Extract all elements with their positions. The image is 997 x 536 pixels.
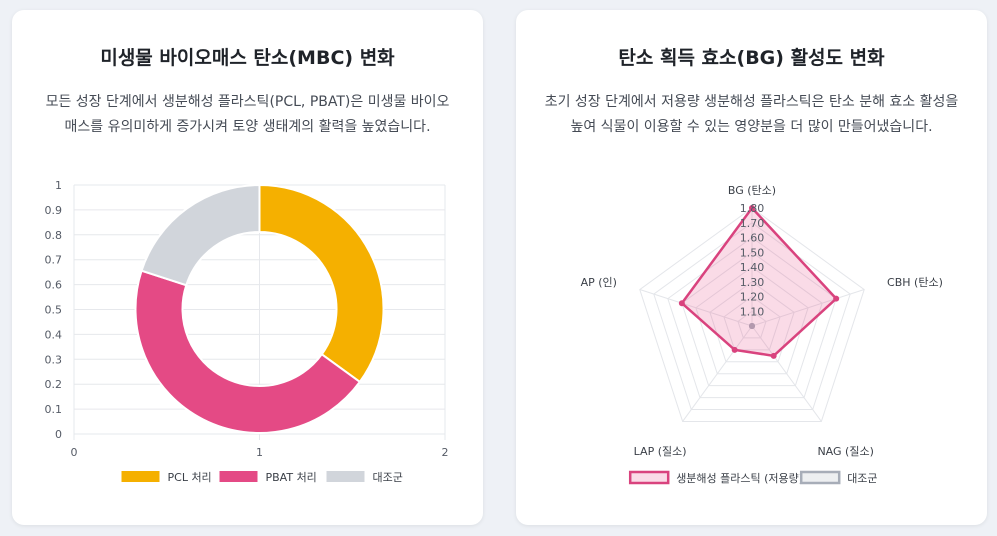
legend-label: 대조군 xyxy=(847,472,877,485)
radar-axis-label: AP (인) xyxy=(581,276,617,289)
y-tick-label: 0.1 xyxy=(45,403,63,416)
doughnut-grid: 0 0.1 0.2 0.3 0.4 0.5 0.6 0.7 0.8 0.9 1 0 1 2 xyxy=(45,179,449,459)
legend-label: 생분해성 플라스틱 (저용량) xyxy=(676,471,803,485)
legend-swatch xyxy=(121,471,160,482)
bg-radar-chart: 1.101.20 1.30 1.40 1.501.60 1.70 1.80 BG (탄소) C… xyxy=(581,184,943,485)
y-tick-label: 0.6 xyxy=(45,279,63,292)
legend-label: 대조군 xyxy=(373,471,403,484)
radar-spoke xyxy=(682,325,753,422)
radar-spoke xyxy=(751,325,822,422)
radar-tick-label: 1.50 xyxy=(740,246,765,259)
radar-axis-label: NAG (질소) xyxy=(817,445,873,458)
radar-series xyxy=(678,205,840,359)
radar-tick-label: 1.60 xyxy=(740,232,765,245)
bg-chart-card: 탄소 획득 효소(BG) 활성도 변화 초기 성장 단계에서 저용량 생분해성 … xyxy=(516,10,987,525)
radar-axis-label: CBH (탄소) xyxy=(887,276,943,289)
bg-chart-title: 탄소 획득 효소(BG) 활성도 변화 xyxy=(618,47,885,69)
radar-grid-ring xyxy=(639,207,865,422)
doughnut-slices xyxy=(134,183,385,434)
radar-point xyxy=(833,295,840,302)
radar-grid-ring xyxy=(723,295,781,351)
radar-series-area xyxy=(680,206,838,358)
mbc-chart-description: 모든 성장 단계에서 생분해성 플라스틱(PCL, PBAT)은 미생물 바이오… xyxy=(45,94,450,135)
radar-point xyxy=(770,352,777,359)
radar-grid-ring xyxy=(681,251,823,387)
y-tick-label: 0.2 xyxy=(45,378,63,391)
y-tick-label: 0.9 xyxy=(45,204,63,217)
y-tick-label: 0.3 xyxy=(45,353,63,366)
radar-grid-ring xyxy=(653,222,851,411)
mbc-chart-title: 미생물 바이오매스 탄소(MBC) 변화 xyxy=(100,47,395,69)
legend-swatch xyxy=(628,470,670,485)
radar-ticks: 1.101.20 1.30 1.40 1.501.60 1.70 1.80 xyxy=(740,202,765,318)
y-tick-label: 0.5 xyxy=(45,304,63,317)
radar-spoke xyxy=(751,289,865,327)
doughnut-slice xyxy=(134,269,362,434)
x-tick-label: 1 xyxy=(256,446,263,459)
radar-spoke xyxy=(639,289,753,327)
y-tick-label: 0.8 xyxy=(45,229,63,242)
bg-chart-description: 초기 성장 단계에서 저용량 생분해성 플라스틱은 탄소 분해 효소 활성을 높… xyxy=(544,94,959,135)
radar-axis-labels: BG (탄소) CBH (탄소) NAG (질소) LAP (질소) AP (인) xyxy=(581,184,943,458)
radar-tick-label: 1.70 xyxy=(740,217,765,230)
radar-tick-label: 1.30 xyxy=(740,276,765,289)
doughnut-slice xyxy=(140,183,261,287)
radar-grid-ring xyxy=(709,281,795,363)
legend-label: PCL 처리 xyxy=(168,471,212,484)
radar-axis-label: BG (탄소) xyxy=(728,184,776,197)
mbc-chart-card: 미생물 바이오매스 탄소(MBC) 변화 모든 성장 단계에서 생분해성 플라스… xyxy=(12,10,483,525)
legend-swatch xyxy=(326,471,365,482)
legend-swatch xyxy=(799,470,841,485)
radar-point xyxy=(731,346,738,353)
radar-legend: 생분해성 플라스틱 (저용량) 대조군 xyxy=(628,470,878,485)
radar-tick-label: 1.40 xyxy=(740,261,765,274)
doughnut-slice xyxy=(258,183,385,384)
mbc-doughnut-chart: 0 0.1 0.2 0.3 0.4 0.5 0.6 0.7 0.8 0.9 1 0 1 2 PCL 처리 PB… xyxy=(45,179,449,484)
radar-axis-label: LAP (질소) xyxy=(634,445,687,458)
radar-grid-ring xyxy=(737,310,767,339)
radar-grid-ring xyxy=(695,266,809,375)
x-tick-label: 0 xyxy=(71,446,78,459)
legend-label: PBAT 처리 xyxy=(266,471,317,484)
y-tick-label: 1 xyxy=(55,179,62,192)
x-tick-label: 2 xyxy=(442,446,449,459)
radar-point xyxy=(749,205,755,211)
y-tick-label: 0.7 xyxy=(45,254,63,267)
doughnut-legend: PCL 처리 PBAT 처리 대조군 xyxy=(121,471,403,484)
y-tick-label: 0.4 xyxy=(45,328,63,341)
radar-point xyxy=(678,300,685,307)
y-tick-label: 0 xyxy=(55,428,62,441)
radar-grid xyxy=(639,207,865,422)
radar-tick-label: 1.10 xyxy=(740,305,765,318)
legend-swatch xyxy=(219,471,258,482)
radar-tick-label: 1.80 xyxy=(740,202,765,215)
radar-point xyxy=(749,323,755,329)
radar-tick-label: 1.20 xyxy=(740,291,765,304)
radar-grid-ring xyxy=(667,236,837,399)
